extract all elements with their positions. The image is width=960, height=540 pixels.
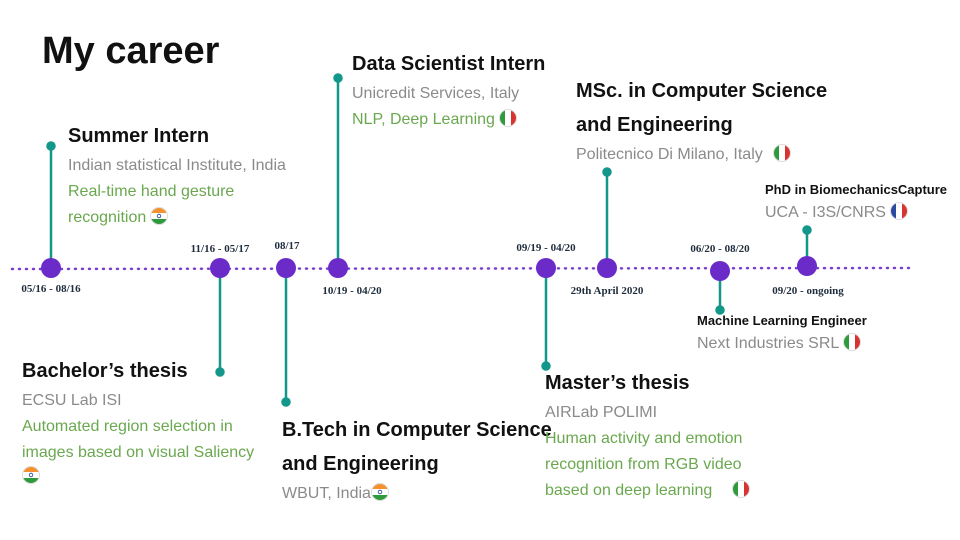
- event-org: UCA - I3S/CNRS: [765, 204, 886, 221]
- event-org: AIRLab POLIMI: [545, 404, 658, 421]
- event-title: MSc. in Computer Science and Engineering: [576, 80, 828, 136]
- date: 09/19 - 04/20: [516, 242, 576, 254]
- event-org: ECSU Lab ISI: [22, 392, 122, 409]
- slide-title: My career: [42, 30, 220, 72]
- flag-italy: [732, 480, 750, 498]
- date: 11/16 - 05/17: [190, 243, 250, 255]
- event-detail: NLP, Deep Learning: [352, 111, 495, 128]
- event-title: PhD in BiomechanicsCapture: [765, 182, 948, 197]
- date: 05/16 - 08/16: [21, 283, 81, 295]
- event-title: Machine Learning Engineer: [697, 313, 867, 328]
- event-card: Bachelor’s thesis ECSU Lab ISI Automated…: [22, 354, 284, 486]
- event-card: Master’s thesis AIRLab POLIMI Human acti…: [545, 366, 773, 504]
- event-title: Bachelor’s thesis: [22, 360, 188, 382]
- event-card: MSc. in Computer Science and Engineering…: [576, 74, 846, 168]
- date: 09/20 - ongoing: [772, 285, 844, 297]
- timeline-axis: [10, 266, 914, 271]
- event-org: Indian statistical Institute, India: [68, 157, 286, 174]
- event-card: Machine Learning Engineer Next Industrie…: [697, 311, 897, 357]
- event-org: WBUT, India: [282, 485, 371, 502]
- event-detail: Human activity and emotion recognition f…: [545, 430, 743, 499]
- event-card: Data Scientist Intern Unicredit Services…: [352, 47, 582, 133]
- date: 10/19 - 04/20: [322, 285, 382, 297]
- date: 08/17: [274, 240, 300, 252]
- event-org: Unicredit Services, Italy: [352, 85, 520, 102]
- flag-italy: [843, 333, 861, 351]
- event-org: Next Industries SRL: [697, 335, 840, 352]
- date: 29th April 2020: [570, 285, 644, 297]
- event-detail: Automated region selection in images bas…: [22, 418, 255, 461]
- event-title: Data Scientist Intern: [352, 53, 546, 75]
- event-card: Summer Intern Indian statistical Institu…: [68, 119, 286, 231]
- flag-india: [22, 466, 40, 484]
- event-card: PhD in BiomechanicsCapture UCA - I3S/CNR…: [765, 180, 960, 226]
- flag-italy: [499, 109, 517, 127]
- date: 06/20 - 08/20: [690, 243, 750, 255]
- event-title: B.Tech in Computer Science and Engineeri…: [282, 419, 552, 475]
- event-card: B.Tech in Computer Science and Engineeri…: [282, 413, 552, 507]
- event-title: Summer Intern: [68, 125, 210, 147]
- event-org: Politecnico Di Milano, Italy: [576, 146, 763, 163]
- flag-india: [371, 483, 389, 501]
- event-title: Master’s thesis: [545, 372, 690, 394]
- flag-italy: [773, 144, 791, 162]
- flag-india: [150, 207, 168, 225]
- milestones: [41, 256, 817, 281]
- flag-france: [890, 202, 908, 220]
- connectors: [46, 73, 812, 407]
- event-detail: Real-time hand gesture recognition: [68, 183, 235, 226]
